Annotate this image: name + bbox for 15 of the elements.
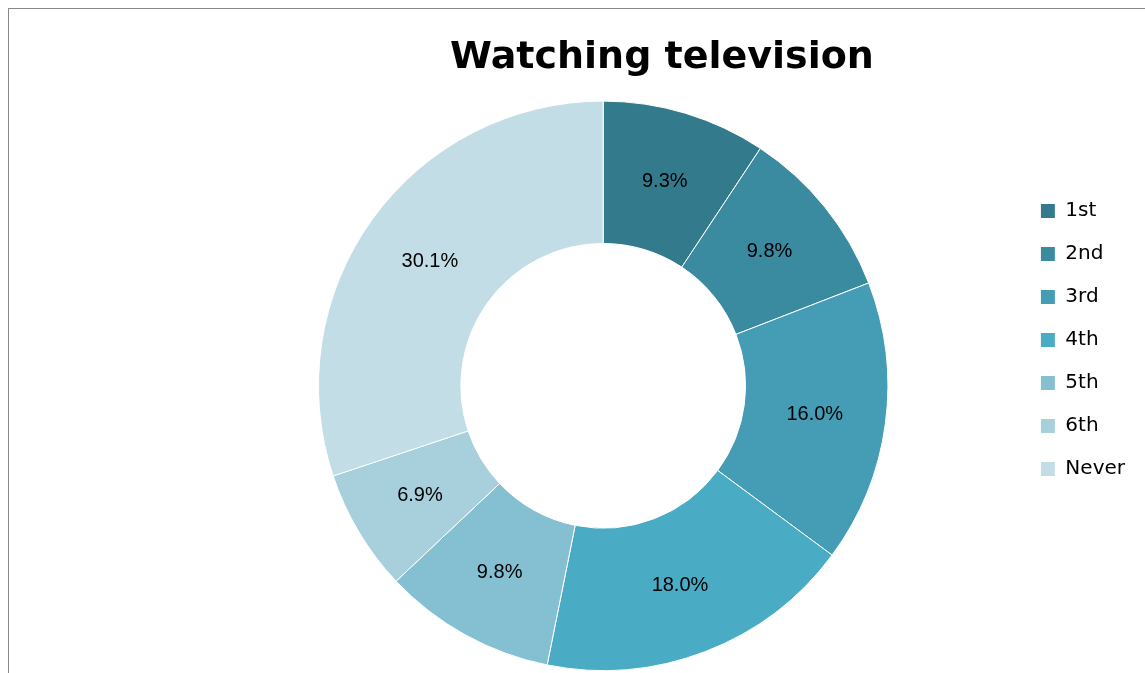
- legend-label: 2nd: [1065, 240, 1104, 265]
- data-label: 9.8%: [746, 239, 793, 262]
- data-label: 18.0%: [651, 572, 709, 595]
- legend-label: 5th: [1065, 369, 1099, 394]
- data-label: 9.8%: [476, 560, 523, 583]
- data-label: 30.1%: [401, 248, 459, 271]
- data-label: 16.0%: [786, 401, 844, 424]
- legend-label: 4th: [1065, 326, 1099, 351]
- chart-title: Watching television: [450, 32, 874, 77]
- legend-label: 1st: [1065, 197, 1097, 222]
- legend-label: Never: [1065, 455, 1126, 480]
- legend-label: 3rd: [1065, 283, 1099, 308]
- data-label: 6.9%: [397, 482, 443, 505]
- data-label: 9.3%: [641, 168, 688, 191]
- legend-label: 6th: [1065, 412, 1099, 437]
